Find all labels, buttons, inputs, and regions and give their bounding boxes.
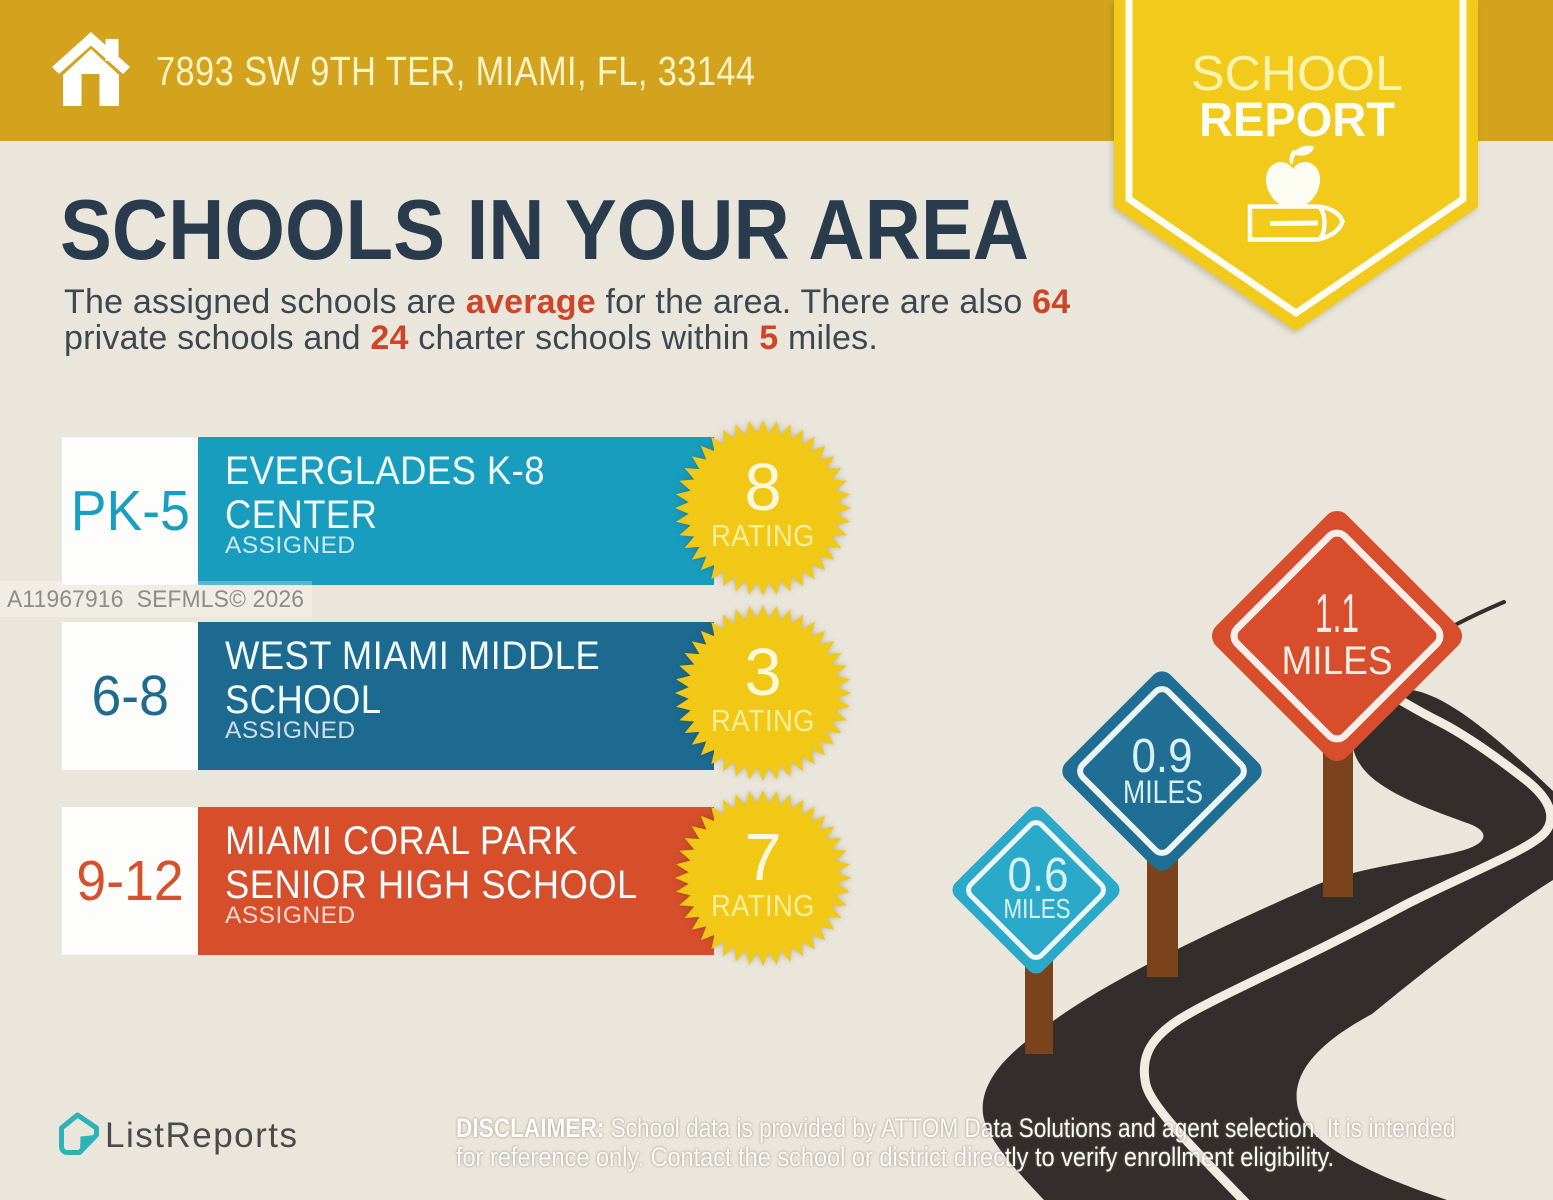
svg-text:SCHOOL: SCHOOL [1191, 47, 1403, 101]
svg-text:0.9: 0.9 [1132, 730, 1193, 783]
svg-text:MILES: MILES [1282, 639, 1393, 683]
svg-text:0.6: 0.6 [1008, 849, 1069, 902]
svg-text:MILES: MILES [1004, 893, 1071, 924]
svg-text:REPORT: REPORT [1199, 94, 1395, 147]
svg-text:1.1: 1.1 [1315, 582, 1359, 644]
svg-text:MILES: MILES [1123, 774, 1203, 810]
